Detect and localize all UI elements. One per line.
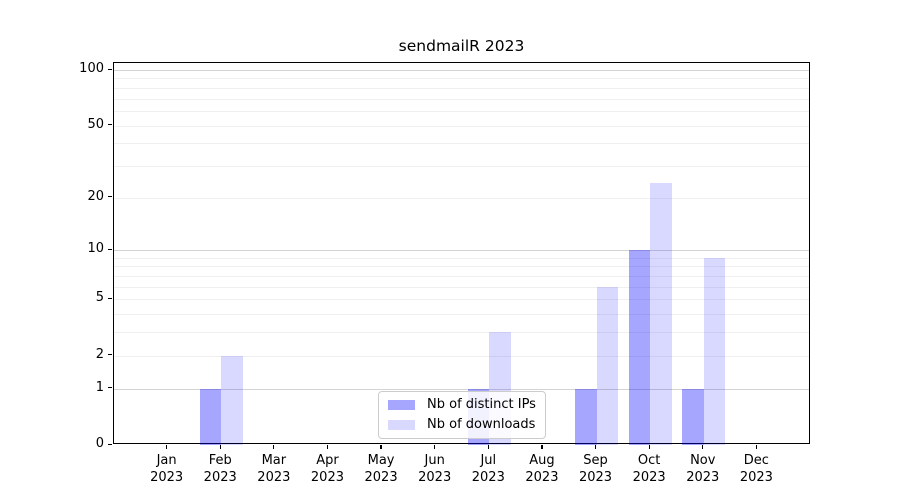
gridline-minor [114, 276, 809, 278]
gridline-minor [114, 197, 809, 199]
y-tick-mark [108, 387, 112, 389]
bar-distinct-ips-sep [575, 388, 597, 445]
x-tick-sublabel: 2023 [310, 469, 344, 485]
x-tick-sublabel: 2023 [525, 469, 559, 485]
y-tick-mark [108, 443, 112, 445]
gridline-minor [114, 165, 809, 167]
x-tick-sublabel: 2023 [578, 469, 613, 485]
y-tick-label: 5 [95, 290, 104, 306]
x-tick-label: Mar 2023 [244, 453, 304, 486]
x-tick-sublabel: 2023 [203, 469, 237, 485]
gridline-minor [114, 110, 809, 112]
x-tick-mark [487, 445, 489, 449]
x-tick-mark [594, 445, 597, 449]
gridline-major [114, 250, 809, 252]
x-tick-sublabel: 2023 [739, 469, 773, 485]
gridline-minor [114, 87, 809, 89]
x-tick-mark [326, 445, 329, 449]
gridline-minor [114, 299, 809, 301]
gridline-minor [114, 286, 809, 288]
legend-row-downloads: Nb of downloads [388, 417, 536, 432]
x-tick-label: Jul 2023 [458, 453, 518, 486]
x-tick-sublabel: 2023 [418, 469, 452, 485]
x-tick-mark [755, 445, 757, 449]
x-tick-mark [702, 445, 704, 449]
x-tick-sublabel: 2023 [364, 469, 398, 485]
x-tick-label: Sep 2023 [566, 453, 626, 486]
y-tick-mark [108, 354, 112, 356]
gridline-minor [114, 98, 809, 100]
gridline-minor [114, 257, 809, 259]
gridline-minor [114, 143, 809, 145]
x-tick-mark [166, 445, 168, 449]
bar-distinct-ips-nov [682, 388, 704, 445]
y-tick-label: 2 [95, 346, 104, 362]
x-tick-label: Nov 2023 [673, 453, 733, 486]
y-tick-label: 50 [87, 116, 104, 132]
y-tick-mark [108, 248, 112, 250]
legend-label-distinct-ips: Nb of distinct IPs [427, 397, 536, 412]
x-tick-mark [273, 445, 275, 449]
x-tick-sublabel: 2023 [150, 469, 184, 485]
x-tick-mark [541, 445, 543, 449]
bar-downloads-sep [596, 286, 618, 445]
gridline-minor [114, 266, 809, 268]
gridline-minor [114, 314, 809, 316]
legend-swatch-distinct-ips [388, 399, 415, 410]
x-tick-sublabel: 2023 [471, 469, 505, 485]
plot-area [113, 62, 810, 445]
x-tick-sublabel: 2023 [632, 469, 666, 485]
legend: Nb of distinct IPs Nb of downloads [378, 391, 546, 439]
y-tick-mark [108, 124, 112, 126]
x-tick-mark [219, 445, 221, 449]
chart-title: sendmailR 2023 [398, 37, 525, 55]
x-tick-mark [648, 445, 650, 449]
y-tick-label: 1 [95, 379, 104, 395]
bar-downloads-oct [650, 183, 672, 445]
x-tick-label: Apr 2023 [297, 453, 357, 486]
y-tick-label: 0 [95, 436, 104, 451]
y-tick-label: 20 [87, 188, 104, 204]
gridline-minor [114, 355, 809, 357]
legend-row-distinct-ips: Nb of distinct IPs [388, 397, 536, 412]
bar-downloads-nov [703, 257, 726, 445]
x-tick-mark [380, 445, 382, 449]
legend-label-downloads: Nb of downloads [427, 417, 536, 432]
y-tick-mark [108, 68, 112, 70]
x-tick-label: Jan 2023 [137, 453, 197, 486]
y-tick-mark [108, 196, 112, 198]
x-tick-label: May 2023 [351, 453, 411, 486]
x-tick-sublabel: 2023 [686, 469, 720, 485]
gridline-major [114, 70, 809, 71]
bar-distinct-ips-feb [199, 388, 222, 445]
x-tick-label: Aug 2023 [512, 453, 572, 486]
x-tick-label: Oct 2023 [619, 453, 679, 486]
bar-distinct-ips-oct [628, 250, 651, 445]
gridline-major [114, 388, 809, 390]
x-tick-label: Feb 2023 [190, 453, 250, 486]
y-tick-mark [108, 297, 112, 300]
bar-downloads-feb [221, 355, 243, 445]
gridline-minor [114, 332, 809, 334]
x-tick-sublabel: 2023 [257, 469, 291, 485]
x-tick-label: Dec 2023 [726, 453, 786, 486]
x-tick-mark [434, 445, 436, 449]
gridline-minor [114, 78, 809, 80]
legend-swatch-downloads [388, 419, 415, 430]
x-tick-label: Jun 2023 [405, 453, 465, 486]
y-tick-label: 100 [79, 61, 104, 76]
y-tick-label: 10 [87, 241, 104, 257]
gridline-minor [114, 125, 809, 127]
